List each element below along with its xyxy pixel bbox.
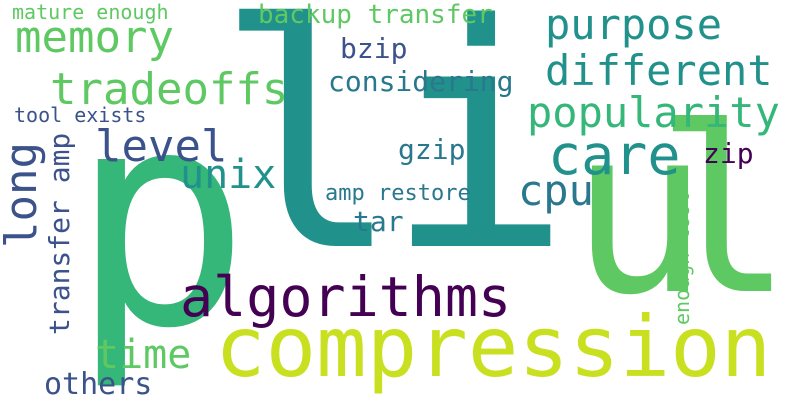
word-memory: memory bbox=[15, 12, 174, 63]
word-level: level bbox=[95, 121, 228, 172]
word-backup-transfer: backup transfer bbox=[258, 0, 493, 30]
word-others: others bbox=[44, 367, 153, 400]
word-transfer-amp: transfer amp bbox=[43, 132, 76, 335]
word-enough-tool: enough tool bbox=[670, 192, 694, 325]
word-l-second: l bbox=[655, 79, 794, 346]
word-care: care bbox=[548, 123, 681, 187]
word-gzip: gzip bbox=[398, 133, 466, 166]
word-time: time bbox=[95, 332, 192, 378]
word-u: u bbox=[570, 79, 709, 346]
word-zip: zip bbox=[703, 137, 754, 170]
word-i: i bbox=[385, 0, 572, 320]
word-p: p bbox=[70, 45, 251, 394]
word-mature-enough: mature enough bbox=[12, 0, 169, 24]
word-tar: tar bbox=[353, 205, 404, 238]
word-purpose: purpose bbox=[545, 0, 723, 49]
word-tradeoffs: tradeoffs bbox=[50, 64, 289, 115]
word-amp-restore: amp restore bbox=[325, 181, 471, 206]
word-cpu: cpu bbox=[518, 166, 594, 215]
word-tool-exists: tool exists bbox=[14, 103, 147, 127]
word-different: different bbox=[545, 46, 773, 95]
word-unix: unix bbox=[180, 152, 277, 198]
word-l: l bbox=[215, 0, 402, 320]
word-compression: compression bbox=[215, 298, 772, 396]
word-algorithms: algorithms bbox=[180, 265, 512, 329]
word-long: long bbox=[0, 142, 47, 248]
word-popularity: popularity bbox=[527, 88, 780, 137]
word-considering: considering bbox=[328, 65, 514, 98]
word-bzip: bzip bbox=[340, 32, 408, 65]
